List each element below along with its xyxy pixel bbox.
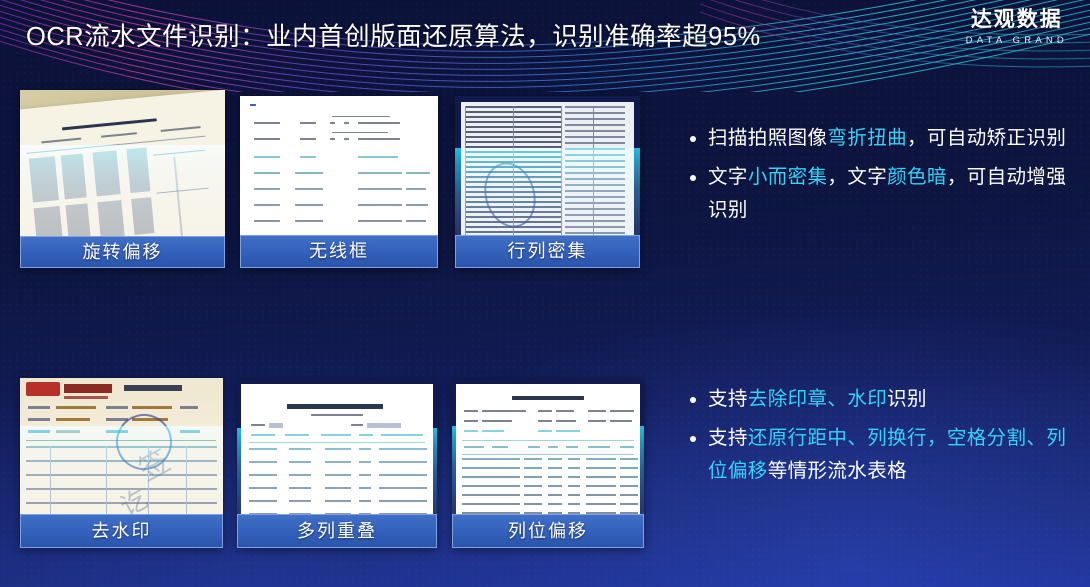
plain-text: 等情形流水表格	[767, 460, 908, 482]
card-caption-rotation: 旋转偏移	[20, 236, 225, 268]
highlighted-text: 还原行距中、列换行，空格分割、列位偏移	[708, 427, 1067, 482]
plain-text: 文字	[708, 166, 748, 188]
scan-highlight-band	[20, 426, 223, 526]
plain-text: ，可自动矫正识别	[907, 127, 1067, 149]
logo-english-text: DATA GRAND	[965, 35, 1068, 46]
page-title: OCR流水文件识别：业内首创版面还原算法，识别准确率超95%	[26, 23, 761, 51]
card-caption-overlap: 多列重叠	[237, 514, 437, 548]
feature-item: 支持还原行距中、列换行，空格分割、列位偏移等情形流水表格	[688, 422, 1073, 488]
sample-card-overlap[interactable]: 多列重叠	[237, 380, 437, 548]
sample-card-watermark[interactable]: 签 讫 去水印	[20, 378, 223, 548]
highlighted-text: 小而密集	[747, 166, 828, 188]
highlighted-text: 颜色暗	[887, 166, 947, 188]
plain-text: ，文字	[827, 166, 888, 188]
feature-item: 文字小而密集，文字颜色暗，可自动增强识别	[688, 161, 1068, 227]
highlighted-text: 去除印章、水印	[747, 388, 888, 410]
brand-logo: 达观数据 DATA GRAND	[966, 9, 1068, 46]
plain-text: 支持	[708, 388, 748, 410]
feature-list-top: 扫描拍照图像弯折扭曲，可自动矫正识别 文字小而密集，文字颜色暗，可自动增强识别	[688, 122, 1068, 233]
scan-highlight-band	[20, 145, 225, 237]
plain-text: 支持	[708, 427, 748, 449]
sample-card-borderless[interactable]: 无线框	[240, 96, 438, 268]
plain-text: ，可自动增强识别	[708, 166, 1067, 221]
plain-text: 扫描拍照图像	[708, 127, 828, 149]
scan-highlight-band	[240, 144, 438, 244]
highlighted-text: 弯折扭曲	[827, 127, 908, 149]
plain-text: 识别	[887, 388, 927, 410]
scan-highlight-band	[452, 426, 644, 530]
feature-item: 支持去除印章、水印识别	[688, 383, 1073, 416]
feature-list-bottom: 支持去除印章、水印识别 支持还原行距中、列换行，空格分割、列位偏移等情形流水表格	[688, 383, 1073, 494]
feature-item: 扫描拍照图像弯折扭曲，可自动矫正识别	[688, 122, 1068, 155]
scan-highlight-band	[455, 148, 640, 246]
scan-highlight-band	[237, 428, 437, 530]
card-caption-column-shift: 列位偏移	[452, 514, 644, 548]
logo-chinese-text: 达观数据	[970, 8, 1063, 31]
card-image-overlap	[237, 380, 437, 548]
sample-card-rotation[interactable]: 旋转偏移	[20, 90, 225, 268]
card-caption-dense: 行列密集	[455, 235, 640, 268]
sample-card-column-shift[interactable]: 列位偏移	[452, 380, 644, 548]
card-caption-borderless: 无线框	[240, 235, 438, 268]
card-caption-watermark: 去水印	[20, 514, 223, 548]
sample-card-dense[interactable]: 行列密集	[455, 96, 640, 268]
